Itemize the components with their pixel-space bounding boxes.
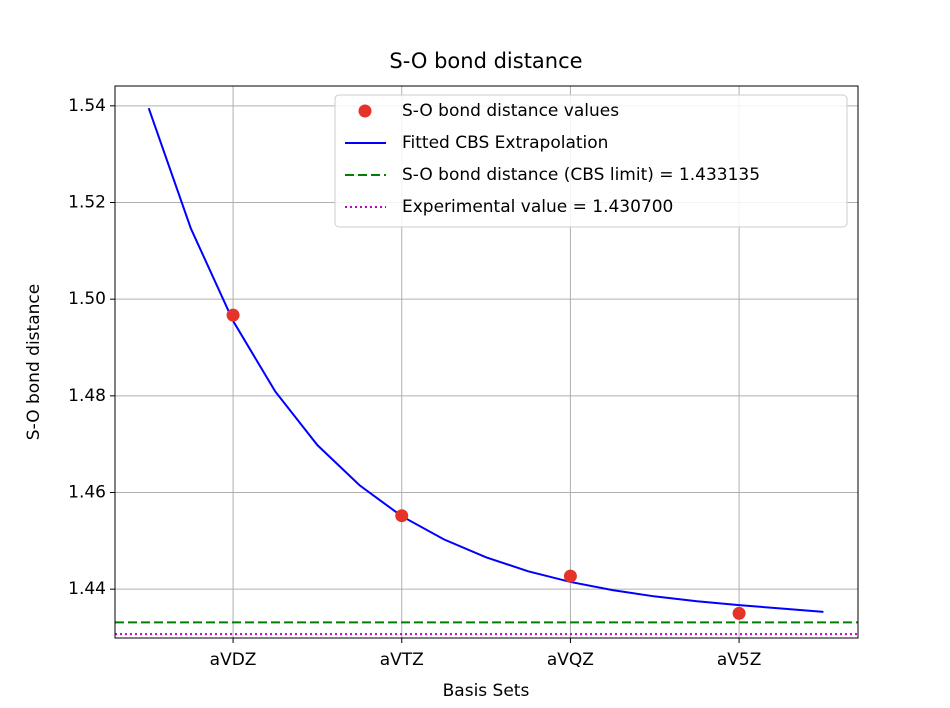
x-tick-label: aV5Z — [717, 650, 762, 670]
data-point — [395, 509, 409, 523]
y-tick-label: 1.54 — [68, 96, 106, 116]
data-point — [732, 606, 746, 620]
data-point — [563, 569, 577, 583]
legend-label: Experimental value = 1.430700 — [402, 197, 673, 217]
fit-line — [147, 107, 824, 613]
y-tick-label: 1.48 — [68, 386, 106, 406]
data-point — [226, 308, 240, 322]
legend-marker — [358, 104, 372, 118]
y-axis-label: S-O bond distance — [24, 284, 44, 440]
y-tick-label: 1.52 — [68, 192, 106, 212]
y-tick-label: 1.50 — [68, 289, 106, 309]
x-tick-label: aVDZ — [210, 650, 257, 670]
legend-label: S-O bond distance values — [402, 101, 619, 121]
legend-label: Fitted CBS Extrapolation — [402, 133, 608, 153]
y-tick-label: 1.46 — [68, 483, 106, 503]
x-tick-label: aVQZ — [547, 650, 594, 670]
legend-box — [334, 94, 848, 228]
chart-title: S-O bond distance — [389, 49, 582, 73]
plot-frame — [114, 85, 859, 639]
x-tick-label: aVTZ — [380, 650, 424, 670]
y-tick-label: 1.44 — [68, 579, 106, 599]
legend: S-O bond distance values Fitted CBS Extra… — [334, 94, 848, 228]
x-axis-label: Basis Sets — [443, 681, 530, 701]
legend-label: S-O bond distance (CBS limit) = 1.433135 — [402, 165, 760, 185]
